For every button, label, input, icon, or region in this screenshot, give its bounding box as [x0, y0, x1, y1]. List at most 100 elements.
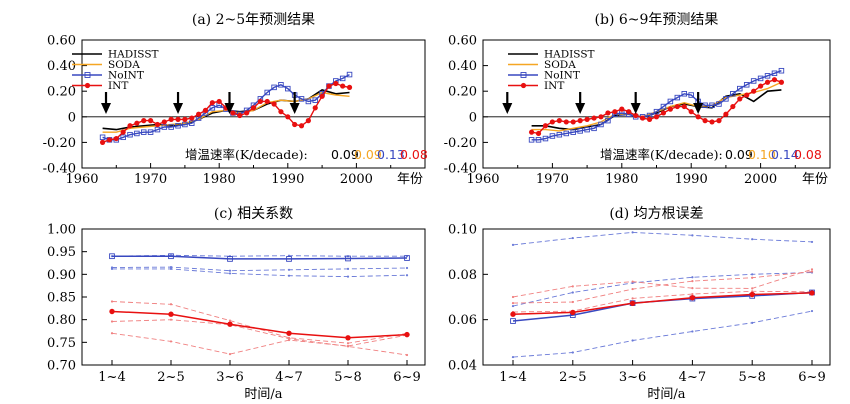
data-point-int: [764, 79, 771, 85]
y-tick-label: 0.80: [47, 313, 76, 328]
data-point-int: [771, 77, 778, 83]
y-tick-label: 0.85: [47, 291, 76, 306]
member-point: [810, 240, 814, 244]
data-point-int: [695, 114, 701, 120]
legend-marker: [84, 72, 91, 78]
member-point: [571, 236, 574, 240]
data-point-noint: [528, 137, 535, 143]
x-tick-label: 1~4: [98, 370, 125, 385]
member-point: [228, 319, 232, 322]
arrow-head: [575, 103, 586, 114]
data-point-noint: [305, 98, 312, 105]
data-point-int: [346, 84, 353, 90]
x-tick-label: 1960: [65, 172, 98, 187]
panel-b: (b) 6~9年预测结果 -0.40 -0.20 0 0.20 0.40 0.60 1960 1…: [444, 12, 831, 187]
member-point: [511, 304, 515, 308]
member-point: [511, 302, 515, 305]
data-point-int: [244, 110, 250, 116]
member-point: [751, 276, 754, 279]
x-tick-label: 1970: [536, 172, 569, 187]
rate-value-hadisst: 0.09: [725, 147, 753, 162]
data-point-int: [113, 135, 119, 142]
data-point-noint: [264, 89, 270, 96]
member-point: [169, 303, 173, 306]
x-tick-label: 5~8: [738, 370, 765, 385]
member-line: [512, 268, 813, 298]
member-point: [810, 270, 814, 273]
panel-title: (d) 均方根误差: [609, 206, 703, 222]
data-point-int: [744, 92, 750, 98]
x-tick-label: 6~9: [393, 370, 420, 385]
data-point-int: [404, 331, 410, 338]
data-point-int: [646, 116, 653, 122]
y-tick-label: 0: [68, 110, 76, 125]
member-point: [691, 287, 694, 290]
data-point-int: [681, 103, 687, 110]
data-point-int: [305, 118, 311, 124]
member-line: [111, 319, 408, 356]
member-point: [405, 274, 409, 277]
x-axis-label: 时间/a: [647, 387, 685, 402]
legend-label: INT: [544, 80, 564, 92]
member-point: [110, 300, 114, 303]
data-point-int: [749, 291, 755, 298]
y-tick-label: 0.60: [448, 34, 477, 49]
data-point-int: [629, 300, 636, 307]
member-point: [691, 292, 694, 296]
member-line: [111, 254, 407, 257]
legend-label: NoINT: [108, 70, 144, 82]
series-line-soda: [531, 81, 782, 132]
series-line-int: [512, 292, 813, 315]
x-tick-label: 4~7: [679, 370, 706, 385]
data-point-int: [689, 294, 696, 301]
data-point-int: [227, 321, 233, 327]
member-point: [511, 355, 515, 359]
data-point-int: [653, 114, 660, 120]
data-point-noint: [286, 256, 292, 262]
data-point-int: [264, 98, 270, 105]
data-point-int: [161, 119, 167, 125]
member-point: [405, 266, 409, 270]
data-point-noint: [771, 70, 778, 77]
member-point: [346, 267, 350, 270]
y-tick-label: 0.75: [47, 336, 76, 351]
data-point-noint: [605, 117, 611, 124]
data-point-noint: [688, 92, 694, 98]
data-point-int: [196, 111, 202, 117]
y-tick-label: -0.20: [43, 136, 76, 151]
data-point-int: [598, 114, 604, 120]
data-point-noint: [175, 123, 181, 129]
member-point: [346, 342, 350, 345]
data-point-int: [127, 123, 133, 129]
data-point-int: [333, 80, 339, 87]
data-point-noint: [716, 101, 722, 107]
y-tick-label: 0.10: [448, 223, 477, 238]
member-point: [751, 238, 754, 241]
member-point: [110, 332, 114, 335]
rate-label: 增温速率(K/decade):: [600, 147, 723, 162]
data-point-int: [751, 88, 757, 94]
data-point-noint: [660, 103, 667, 110]
member-point: [346, 275, 350, 278]
data-point-int: [237, 112, 243, 119]
data-point-noint: [709, 102, 715, 109]
data-point-noint: [702, 102, 708, 109]
legend-marker: [520, 82, 527, 89]
data-point-int: [312, 105, 318, 111]
data-point-int: [292, 121, 298, 128]
arrow-head: [101, 103, 112, 114]
data-point-int: [556, 118, 562, 124]
member-point: [169, 318, 173, 321]
data-point-int: [340, 83, 346, 89]
data-point-int: [809, 290, 815, 296]
legend-marker: [520, 72, 527, 78]
member-point: [631, 231, 634, 234]
data-point-int: [120, 129, 126, 135]
member-point: [228, 272, 232, 275]
data-point-noint: [653, 108, 660, 115]
x-tick-label: 1~4: [499, 370, 526, 385]
rate-label: 增温速率(K/decade):: [185, 147, 308, 162]
member-point: [691, 330, 694, 333]
data-point-int: [542, 123, 549, 129]
series-line-int: [111, 310, 408, 339]
